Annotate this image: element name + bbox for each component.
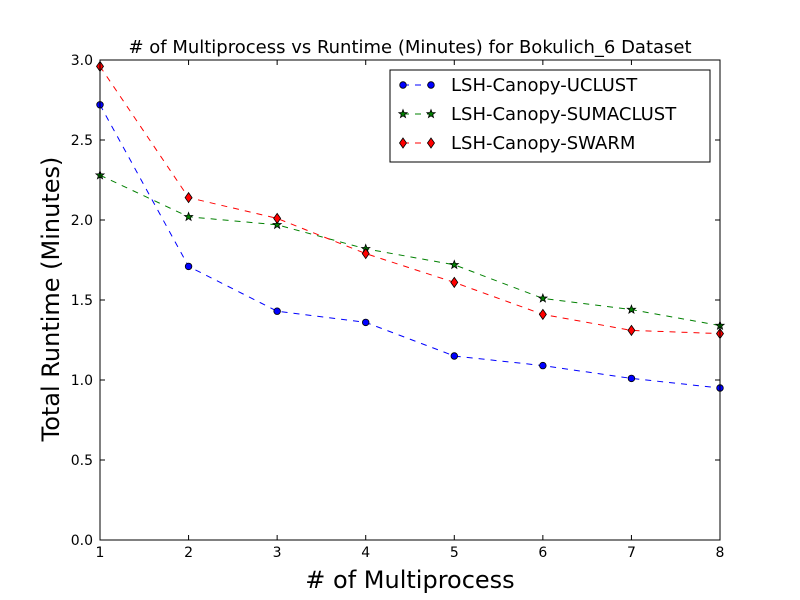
x-tick-label: 5: [450, 545, 459, 561]
data-point-lsh-canopy-swarm: [273, 212, 282, 225]
legend-marker-lsh-canopy-sumaclust: [425, 108, 437, 119]
data-point-lsh-canopy-sumaclust: [183, 211, 194, 222]
y-axis-ticks: 0.0 0.5 1.0 1.5 2.0 2.5 3.0: [71, 53, 720, 549]
data-point-lsh-canopy-sumaclust: [626, 304, 637, 315]
legend-marker-lsh-canopy-swarm: [399, 137, 407, 149]
legend-label-lsh-canopy-swarm: LSH-Canopy-SWARM: [451, 133, 635, 154]
series-lsh-canopy-uclust: [96, 101, 724, 392]
data-point-lsh-canopy-swarm: [538, 308, 547, 321]
y-tick-label: 3.0: [71, 53, 93, 69]
y-tick-label: 2.0: [71, 213, 93, 229]
legend-items: LSH-Canopy-UCLUST LSH-Canopy-SUMACLUST LSH…: [397, 75, 677, 154]
data-point-lsh-canopy-swarm: [450, 276, 459, 289]
legend-marker-lsh-canopy-uclust: [399, 81, 407, 89]
data-point-lsh-canopy-swarm: [361, 247, 370, 260]
legend-label-lsh-canopy-sumaclust: LSH-Canopy-SUMACLUST: [451, 104, 677, 125]
series-line-lsh-canopy-swarm: [99, 66, 721, 335]
y-tick-label: 2.5: [71, 133, 93, 149]
data-point-lsh-canopy-uclust: [362, 318, 370, 327]
data-point-lsh-canopy-swarm: [184, 191, 193, 204]
x-tick-label: 7: [627, 545, 636, 561]
y-tick-label: 0.5: [71, 453, 93, 469]
data-point-lsh-canopy-sumaclust: [537, 292, 549, 303]
y-axis-label: Total Runtime (Minutes): [37, 157, 65, 443]
data-point-lsh-canopy-sumaclust: [449, 259, 460, 270]
chart-title: # of Multiprocess vs Runtime (Minutes) f…: [128, 37, 691, 58]
x-tick-label: 1: [96, 545, 105, 561]
series-line-lsh-canopy-sumaclust: [99, 174, 721, 327]
x-tick-label: 4: [361, 545, 370, 561]
x-tick-label: 6: [538, 545, 547, 561]
series-group: [94, 60, 726, 392]
legend-label-lsh-canopy-uclust: LSH-Canopy-UCLUST: [451, 75, 638, 96]
x-tick-label: 3: [273, 545, 282, 561]
x-tick-label: 8: [716, 545, 725, 561]
data-point-lsh-canopy-uclust: [450, 352, 458, 360]
data-point-lsh-canopy-sumaclust: [271, 219, 283, 230]
legend-marker-lsh-canopy-swarm: [427, 137, 435, 149]
y-tick-label: 0.0: [71, 533, 93, 549]
data-point-lsh-canopy-uclust: [627, 374, 636, 383]
y-tick-label: 1.0: [71, 373, 93, 389]
series-line-lsh-canopy-uclust: [99, 104, 721, 389]
y-tick-label: 1.5: [71, 293, 93, 309]
legend-box: [389, 69, 711, 163]
data-point-lsh-canopy-uclust: [273, 307, 281, 315]
data-point-lsh-canopy-uclust: [539, 361, 547, 370]
legend: LSH-Canopy-UCLUST LSH-Canopy-SUMACLUST LSH…: [389, 69, 711, 163]
data-point-lsh-canopy-uclust: [184, 262, 193, 271]
x-tick-label: 2: [184, 545, 193, 561]
legend-marker-lsh-canopy-sumaclust: [397, 108, 409, 119]
x-axis-label: # of Multiprocess: [305, 566, 514, 594]
legend-marker-lsh-canopy-uclust: [427, 81, 435, 89]
data-point-lsh-canopy-swarm: [627, 324, 636, 337]
plot-area-frame: [99, 59, 721, 541]
